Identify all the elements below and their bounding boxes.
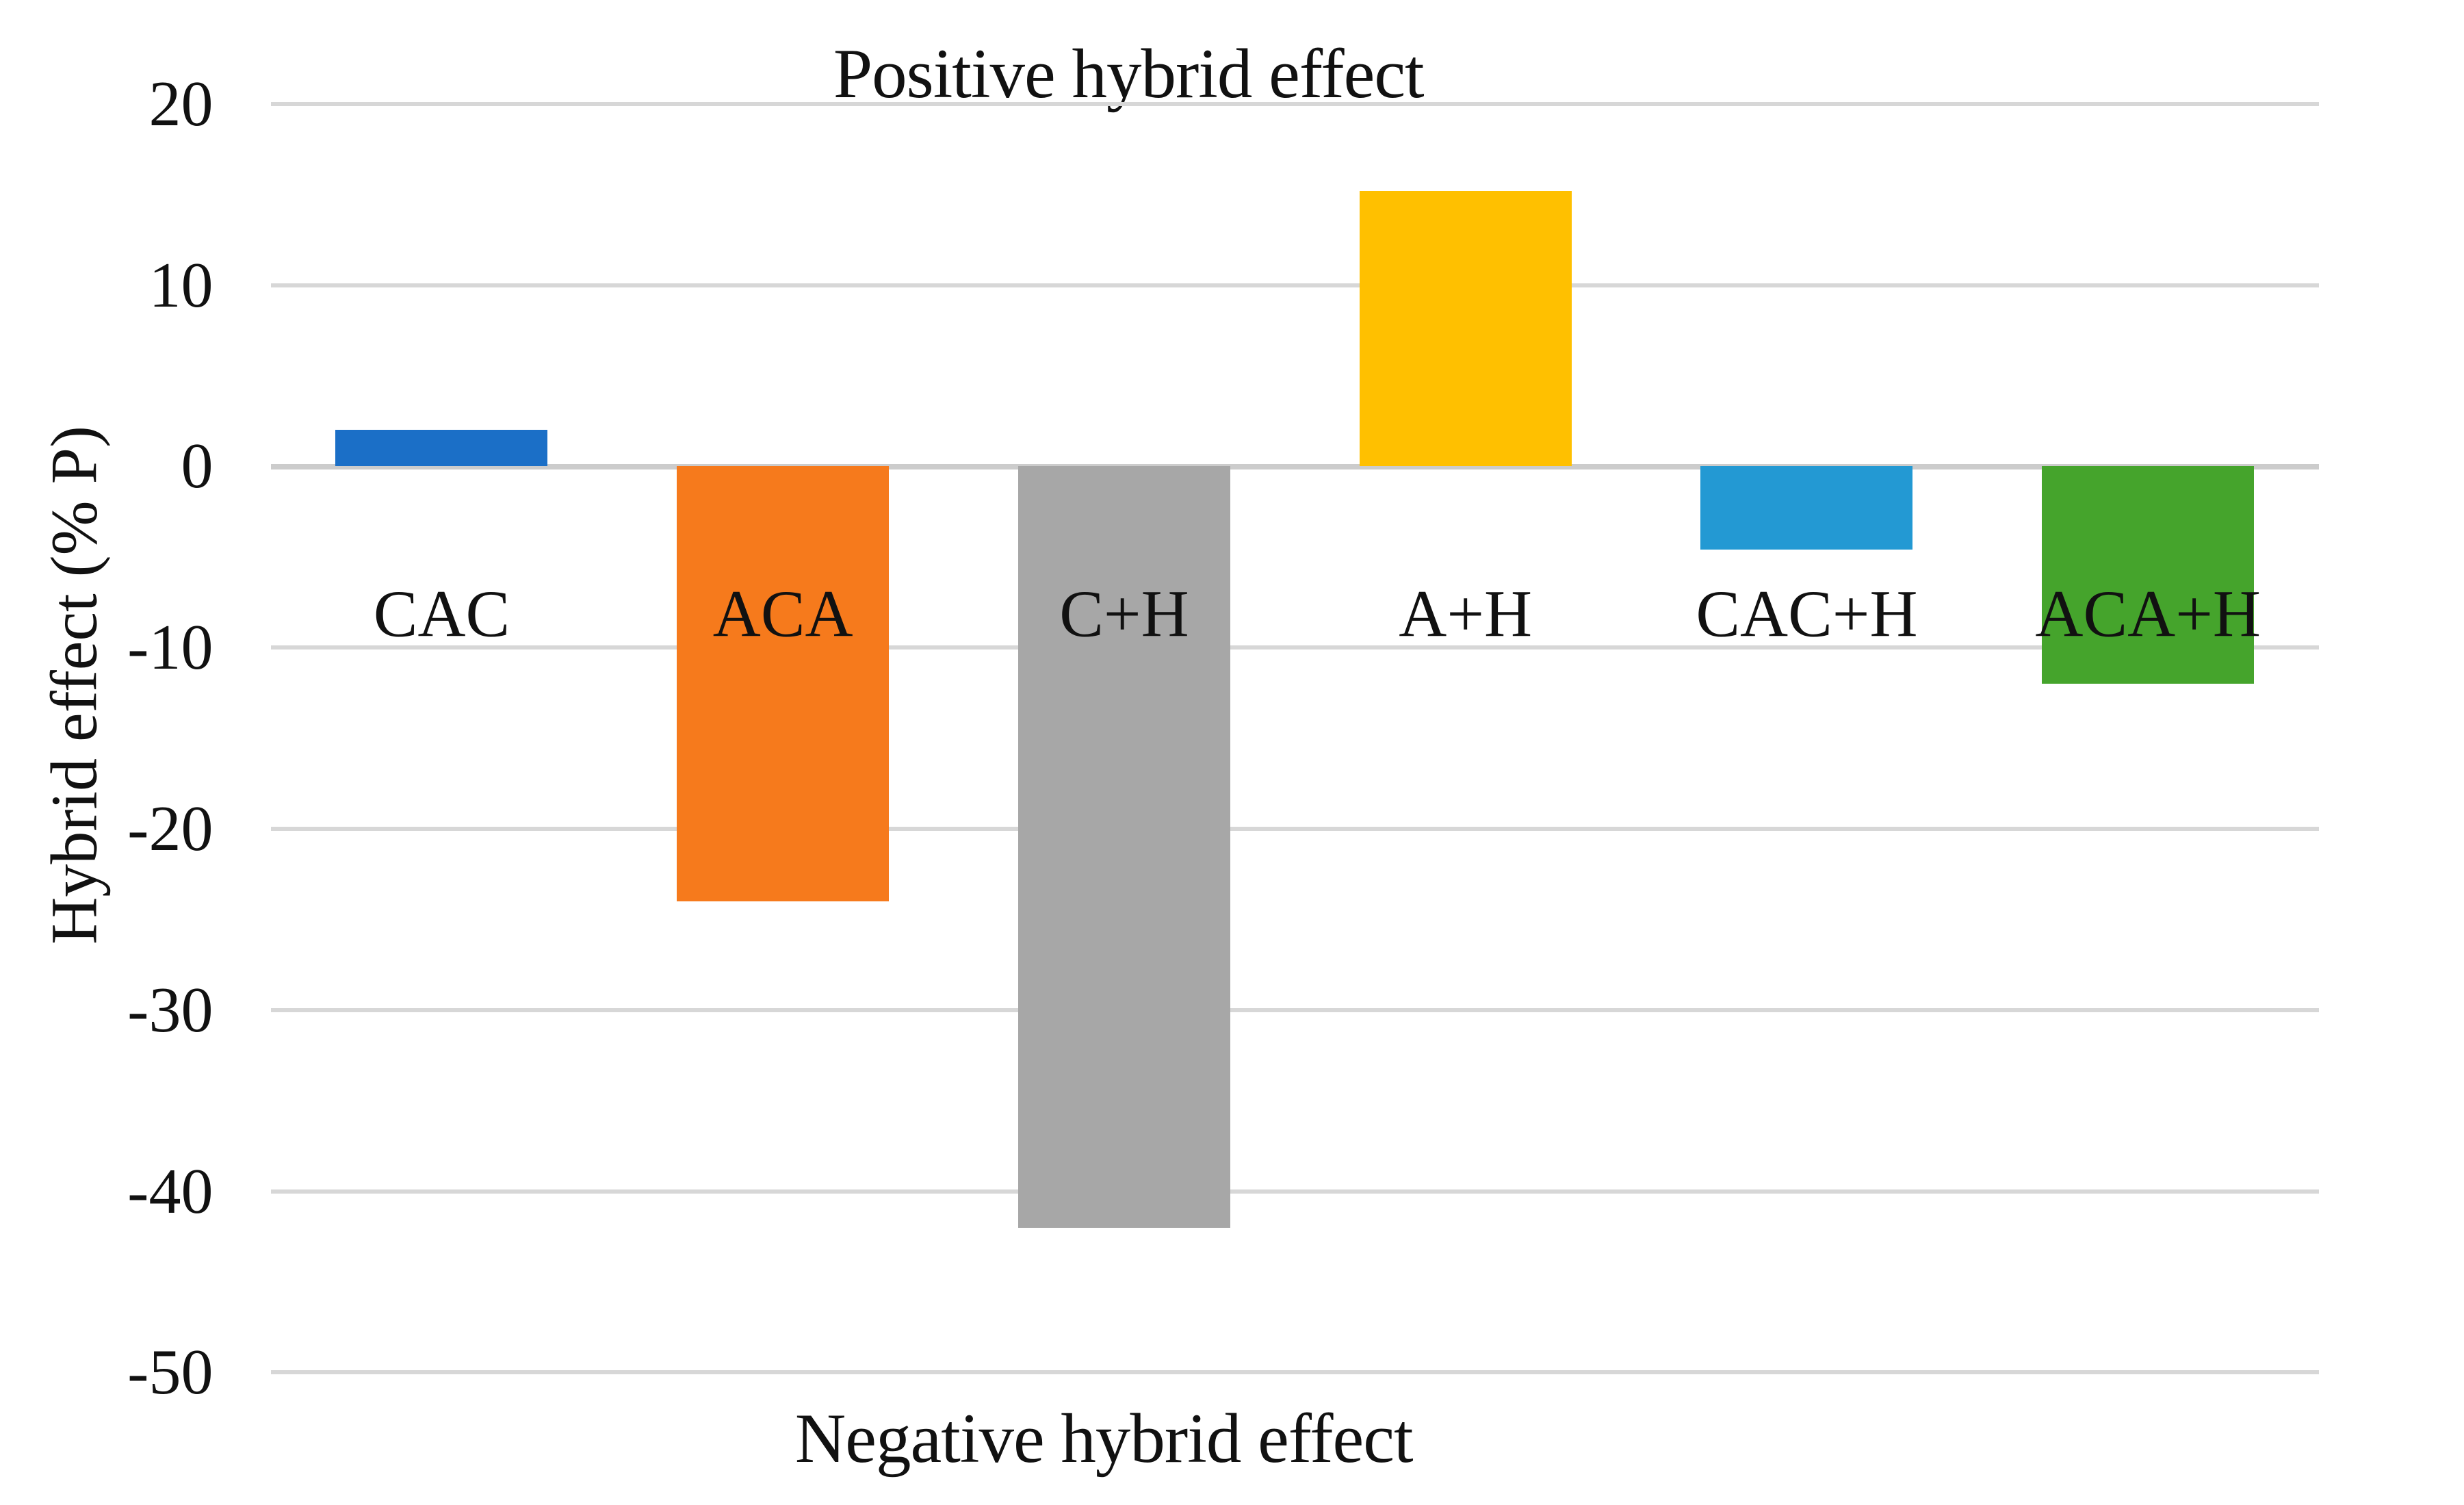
y-tick-label--30: -30 <box>127 974 213 1046</box>
bar-cplus-h <box>1017 466 1230 1228</box>
chart-title-positive: Positive hybrid effect <box>833 34 1425 113</box>
gridline-y--50 <box>271 1370 2319 1375</box>
category-label-aplus-h: A+H <box>1399 577 1533 651</box>
category-label-cacplus-h: CAC+H <box>1696 577 1918 651</box>
y-axis-title: Hybrid effect (% P) <box>37 425 111 944</box>
y-tick-label--50: -50 <box>127 1337 213 1408</box>
bar-cacplus-h <box>1700 466 1913 550</box>
category-label-acaplus-h: ACA+H <box>2035 577 2261 651</box>
bar-aplus-h <box>1359 190 1572 467</box>
gridline-y--30 <box>271 1007 2319 1012</box>
y-tick-label--40: -40 <box>127 1155 213 1227</box>
gridline-y-10 <box>271 283 2319 287</box>
bar-cac <box>335 430 548 467</box>
y-tick-label-0: 0 <box>181 430 213 502</box>
bar-aca <box>677 466 890 901</box>
y-tick-label--20: -20 <box>127 793 213 865</box>
category-label-cplus-h: C+H <box>1059 577 1189 651</box>
gridline-y-20 <box>271 101 2319 106</box>
gridline-y--40 <box>271 1189 2319 1194</box>
y-tick-label--10: -10 <box>127 612 213 684</box>
y-tick-label-10: 10 <box>148 249 213 321</box>
gridline-y-0 <box>271 464 2319 470</box>
y-tick-label-20: 20 <box>148 68 213 140</box>
gridline-y--20 <box>271 827 2319 832</box>
category-label-cac: CAC <box>373 577 510 651</box>
gridline-y--10 <box>271 645 2319 650</box>
bar-acaplus-h <box>2042 466 2255 684</box>
chart-label-negative: Negative hybrid effect <box>794 1400 1414 1478</box>
category-label-aca: ACA <box>712 577 853 651</box>
